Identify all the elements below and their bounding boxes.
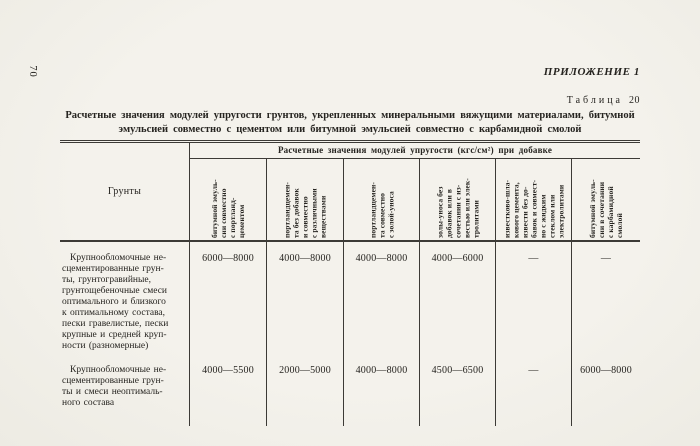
table-header: Грунты Расчетные значения модулей упруго… xyxy=(60,140,640,242)
elasticity-modulus-table: Грунты Расчетные значения модулей упруго… xyxy=(60,140,640,426)
soils-column-header: Грунты xyxy=(60,143,190,240)
table-row-soil-description: Крупнообломочные не- сцементированные гр… xyxy=(60,242,190,354)
appendix-label: ПРИЛОЖЕНИЕ 1 xyxy=(543,66,640,78)
column-group-header: Расчетные значения модулей упругости (кг… xyxy=(190,143,640,159)
column-header-label: известково-шла- кового цемента, извести … xyxy=(502,179,565,238)
table-caption-number: 20 xyxy=(629,95,640,106)
table-row-soil-description: Крупнообломочные не- сцементированные гр… xyxy=(60,354,190,426)
table-cell-value: — xyxy=(600,253,612,264)
column-header-bitumen-portland-cement: битумной эмуль- сии совместно с портланд… xyxy=(190,159,267,240)
document-title: Расчетные значения модулей упругости гру… xyxy=(65,110,635,135)
table-cell-value: 2000—5000 xyxy=(267,354,344,426)
page-number: 70 xyxy=(26,65,38,78)
table-cell-value: — xyxy=(496,242,572,354)
column-header-label: портландцемен- та совместно с золой-унос… xyxy=(368,181,395,238)
table-cell-value: 4000—8000 xyxy=(267,242,344,354)
table-cell-value: 6000—8000 xyxy=(190,242,267,354)
column-header-bitumen-carbamide-resin: битумной эмуль- сии в сочетании с карбам… xyxy=(572,159,640,240)
column-header-lime-slag-cement: известково-шла- кового цемента, извести … xyxy=(496,159,572,240)
column-header-label: битумной эмуль- сии в сочетании с карбам… xyxy=(588,178,624,238)
table-cell-value: 4500—6500 xyxy=(420,354,496,426)
table-cell-value: 6000—8000 xyxy=(580,365,632,376)
column-header-fly-ash: золы-уноса без добавок или в сочетании с… xyxy=(420,159,496,240)
table-cell-value: 4000—8000 xyxy=(344,354,420,426)
column-header-label: золы-уноса без добавок или в сочетании с… xyxy=(435,177,480,238)
table-caption: Таблица 20 xyxy=(567,95,640,106)
table-cell-value: 4000—8000 xyxy=(344,242,420,354)
table-cell-value: 4000—5500 xyxy=(190,354,267,426)
column-header-portland-cement-additives: портландцемен- та без добавок и совместн… xyxy=(267,159,344,240)
table-cell-value: — xyxy=(496,354,572,426)
column-header-label: портландцемен- та без добавок и совместн… xyxy=(282,181,328,238)
column-header-portland-cement-fly-ash: портландцемен- та совместно с золой-унос… xyxy=(344,159,420,240)
table-cell-value: 4000—6000 xyxy=(420,242,496,354)
table-body: Крупнообломочные не- сцементированные гр… xyxy=(60,242,640,426)
column-header-label: битумной эмуль- сии совместно с портланд… xyxy=(210,178,246,238)
table-caption-word: Таблица xyxy=(566,95,623,106)
